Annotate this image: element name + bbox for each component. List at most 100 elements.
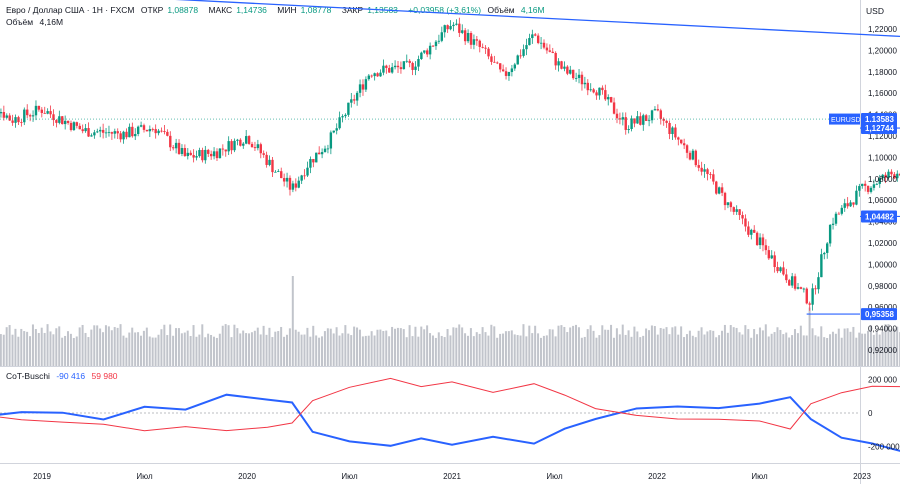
volume-bar (723, 324, 726, 366)
candle-body (104, 132, 108, 134)
time-tick-label: Июл (546, 472, 563, 481)
candle-body (872, 184, 876, 188)
candle-body (134, 134, 137, 137)
candle-body (717, 187, 721, 194)
volume-bar (326, 328, 329, 366)
candle-body (647, 120, 651, 122)
volume-bar (831, 331, 834, 366)
volume-bar (598, 335, 601, 366)
candle-body (826, 243, 829, 253)
volume-bar (528, 325, 531, 366)
price-tick-label: 0,96000 (868, 303, 897, 312)
volume-bar (139, 335, 142, 366)
candle-body (428, 45, 432, 55)
volume-bar (99, 328, 102, 366)
volume-bar (808, 307, 811, 366)
candle-body (37, 105, 41, 110)
volume-bar (5, 327, 8, 366)
time-tick-label: Июл (136, 472, 153, 481)
volume-bar (277, 331, 280, 366)
volume-bar (685, 334, 688, 366)
volume-bar (385, 330, 388, 366)
volume-bars (0, 276, 900, 366)
volume-bar (633, 326, 636, 366)
candle-body (332, 130, 335, 133)
volume-bar (303, 334, 306, 366)
volume-bar (729, 325, 732, 366)
candle-body (28, 115, 32, 117)
candle-body (624, 117, 627, 130)
volume-bar (796, 333, 799, 366)
candle-body (896, 173, 899, 179)
volume-header: Объём 4,16M (487, 5, 545, 15)
candle-body (139, 125, 143, 127)
drawn-lines[interactable] (0, 0, 900, 315)
volume-bar (572, 325, 575, 366)
candle-body (242, 143, 245, 146)
candle-body (93, 132, 96, 136)
candle-body (554, 52, 557, 66)
candle-body (17, 117, 20, 123)
volume-bar (595, 337, 598, 366)
volume-bar (537, 333, 540, 366)
volume-bar (545, 335, 548, 366)
volume-bar (805, 335, 808, 366)
candle-body (557, 61, 560, 66)
candle-body (510, 68, 514, 73)
candle-body (142, 125, 146, 130)
volume-bar (814, 335, 817, 366)
volume-bar (145, 327, 148, 366)
volume-bar (212, 336, 215, 366)
candle-body (84, 128, 87, 132)
volume-bar (259, 334, 262, 366)
candle-body (466, 32, 470, 42)
volume-bar (455, 327, 458, 366)
volume-bar (674, 326, 677, 366)
candle-body (472, 39, 476, 45)
volume-bar (414, 326, 417, 366)
volume-bar (516, 335, 519, 366)
volume-bar (8, 325, 11, 366)
candle-body (656, 109, 660, 111)
volume-bar (90, 329, 93, 366)
volume-bar (341, 333, 344, 366)
candle-body (551, 51, 554, 53)
candle-body (207, 149, 210, 154)
volume-bar (440, 335, 443, 366)
volume-bar (837, 328, 840, 366)
candle-body (172, 147, 175, 149)
candle-body (66, 120, 70, 123)
candle-body (423, 50, 426, 53)
volume-bar (852, 326, 855, 366)
volume-bar (820, 326, 823, 366)
volume-bar (513, 334, 516, 366)
candle-body (376, 73, 379, 77)
candle-body (560, 61, 563, 69)
volume-bar (128, 332, 131, 366)
volume-bar (431, 335, 434, 366)
candle-body (694, 150, 698, 166)
volume-bar (896, 326, 899, 366)
volume-bar (659, 328, 662, 366)
volume-bar (224, 324, 227, 366)
candle-body (484, 47, 487, 49)
candle-body (525, 45, 528, 50)
volume-bar (14, 328, 17, 366)
candle-body (221, 148, 225, 150)
candle-body (315, 152, 318, 163)
candle-body (501, 69, 505, 72)
candle-body (317, 152, 321, 155)
volume-bar (195, 336, 198, 366)
candle-body (262, 153, 265, 155)
volume-bar (373, 335, 376, 366)
volume-bar (107, 326, 110, 366)
candle-body (385, 65, 388, 68)
candle-body (58, 116, 61, 123)
candle-body (723, 192, 727, 206)
volume-bar (338, 335, 341, 366)
candle-body (665, 120, 668, 123)
volume-bar (347, 333, 350, 366)
candle-body (247, 136, 251, 144)
volume-bar (869, 325, 872, 366)
